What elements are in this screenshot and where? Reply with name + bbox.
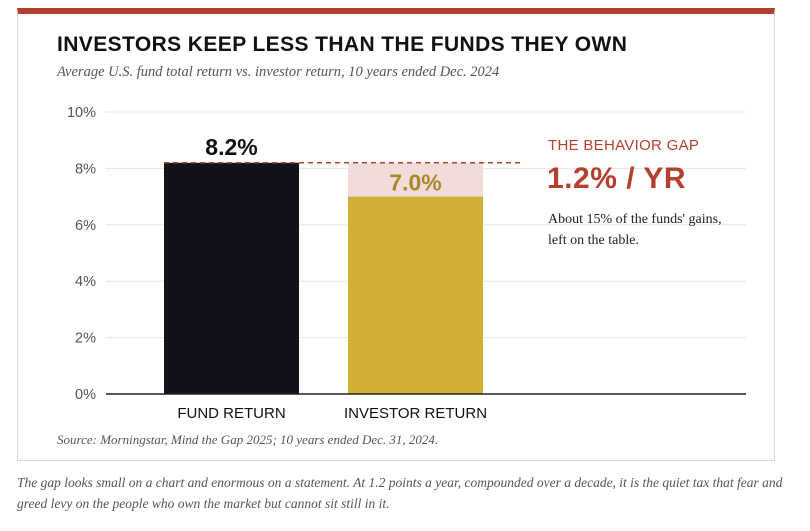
y-tick-label: 2%	[75, 331, 96, 347]
chart-subtitle: Average U.S. fund total return vs. inves…	[57, 64, 500, 80]
bar-fund-return	[164, 162, 299, 394]
y-tick-label: 10%	[67, 105, 96, 121]
behavior-gap-note: About 15% of the funds' gains, left on t…	[548, 212, 722, 248]
source-note: Source: Morningstar, Mind the Gap 2025; …	[57, 432, 439, 447]
data-label-fund-return: 8.2%	[205, 134, 257, 160]
behavior-gap-value: 1.2% / YR	[547, 162, 687, 195]
behavior-gap-shading	[348, 162, 483, 197]
y-tick-label: 8%	[75, 161, 96, 177]
bars	[164, 162, 520, 394]
x-category-label: FUND RETURN	[177, 405, 285, 422]
x-axis-category-labels: FUND RETURN INVESTOR RETURN	[177, 405, 487, 422]
y-tick-label: 0%	[75, 387, 96, 403]
behavior-gap-label: THE BEHAVIOR GAP	[548, 137, 700, 154]
caption: The gap looks small on a chart and enorm…	[17, 475, 783, 511]
x-category-label: INVESTOR RETURN	[344, 405, 487, 422]
y-tick-label: 4%	[75, 274, 96, 290]
y-tick-label: 6%	[75, 218, 96, 234]
chart-title: INVESTORS KEEP LESS THAN THE FUNDS THEY …	[57, 33, 628, 56]
data-labels: 8.2% 7.0%	[205, 134, 441, 196]
bar-investor-return	[348, 196, 483, 394]
y-axis-tick-labels: 0% 2% 4% 6% 8% 10%	[67, 105, 96, 403]
data-label-investor-return: 7.0%	[389, 170, 441, 196]
